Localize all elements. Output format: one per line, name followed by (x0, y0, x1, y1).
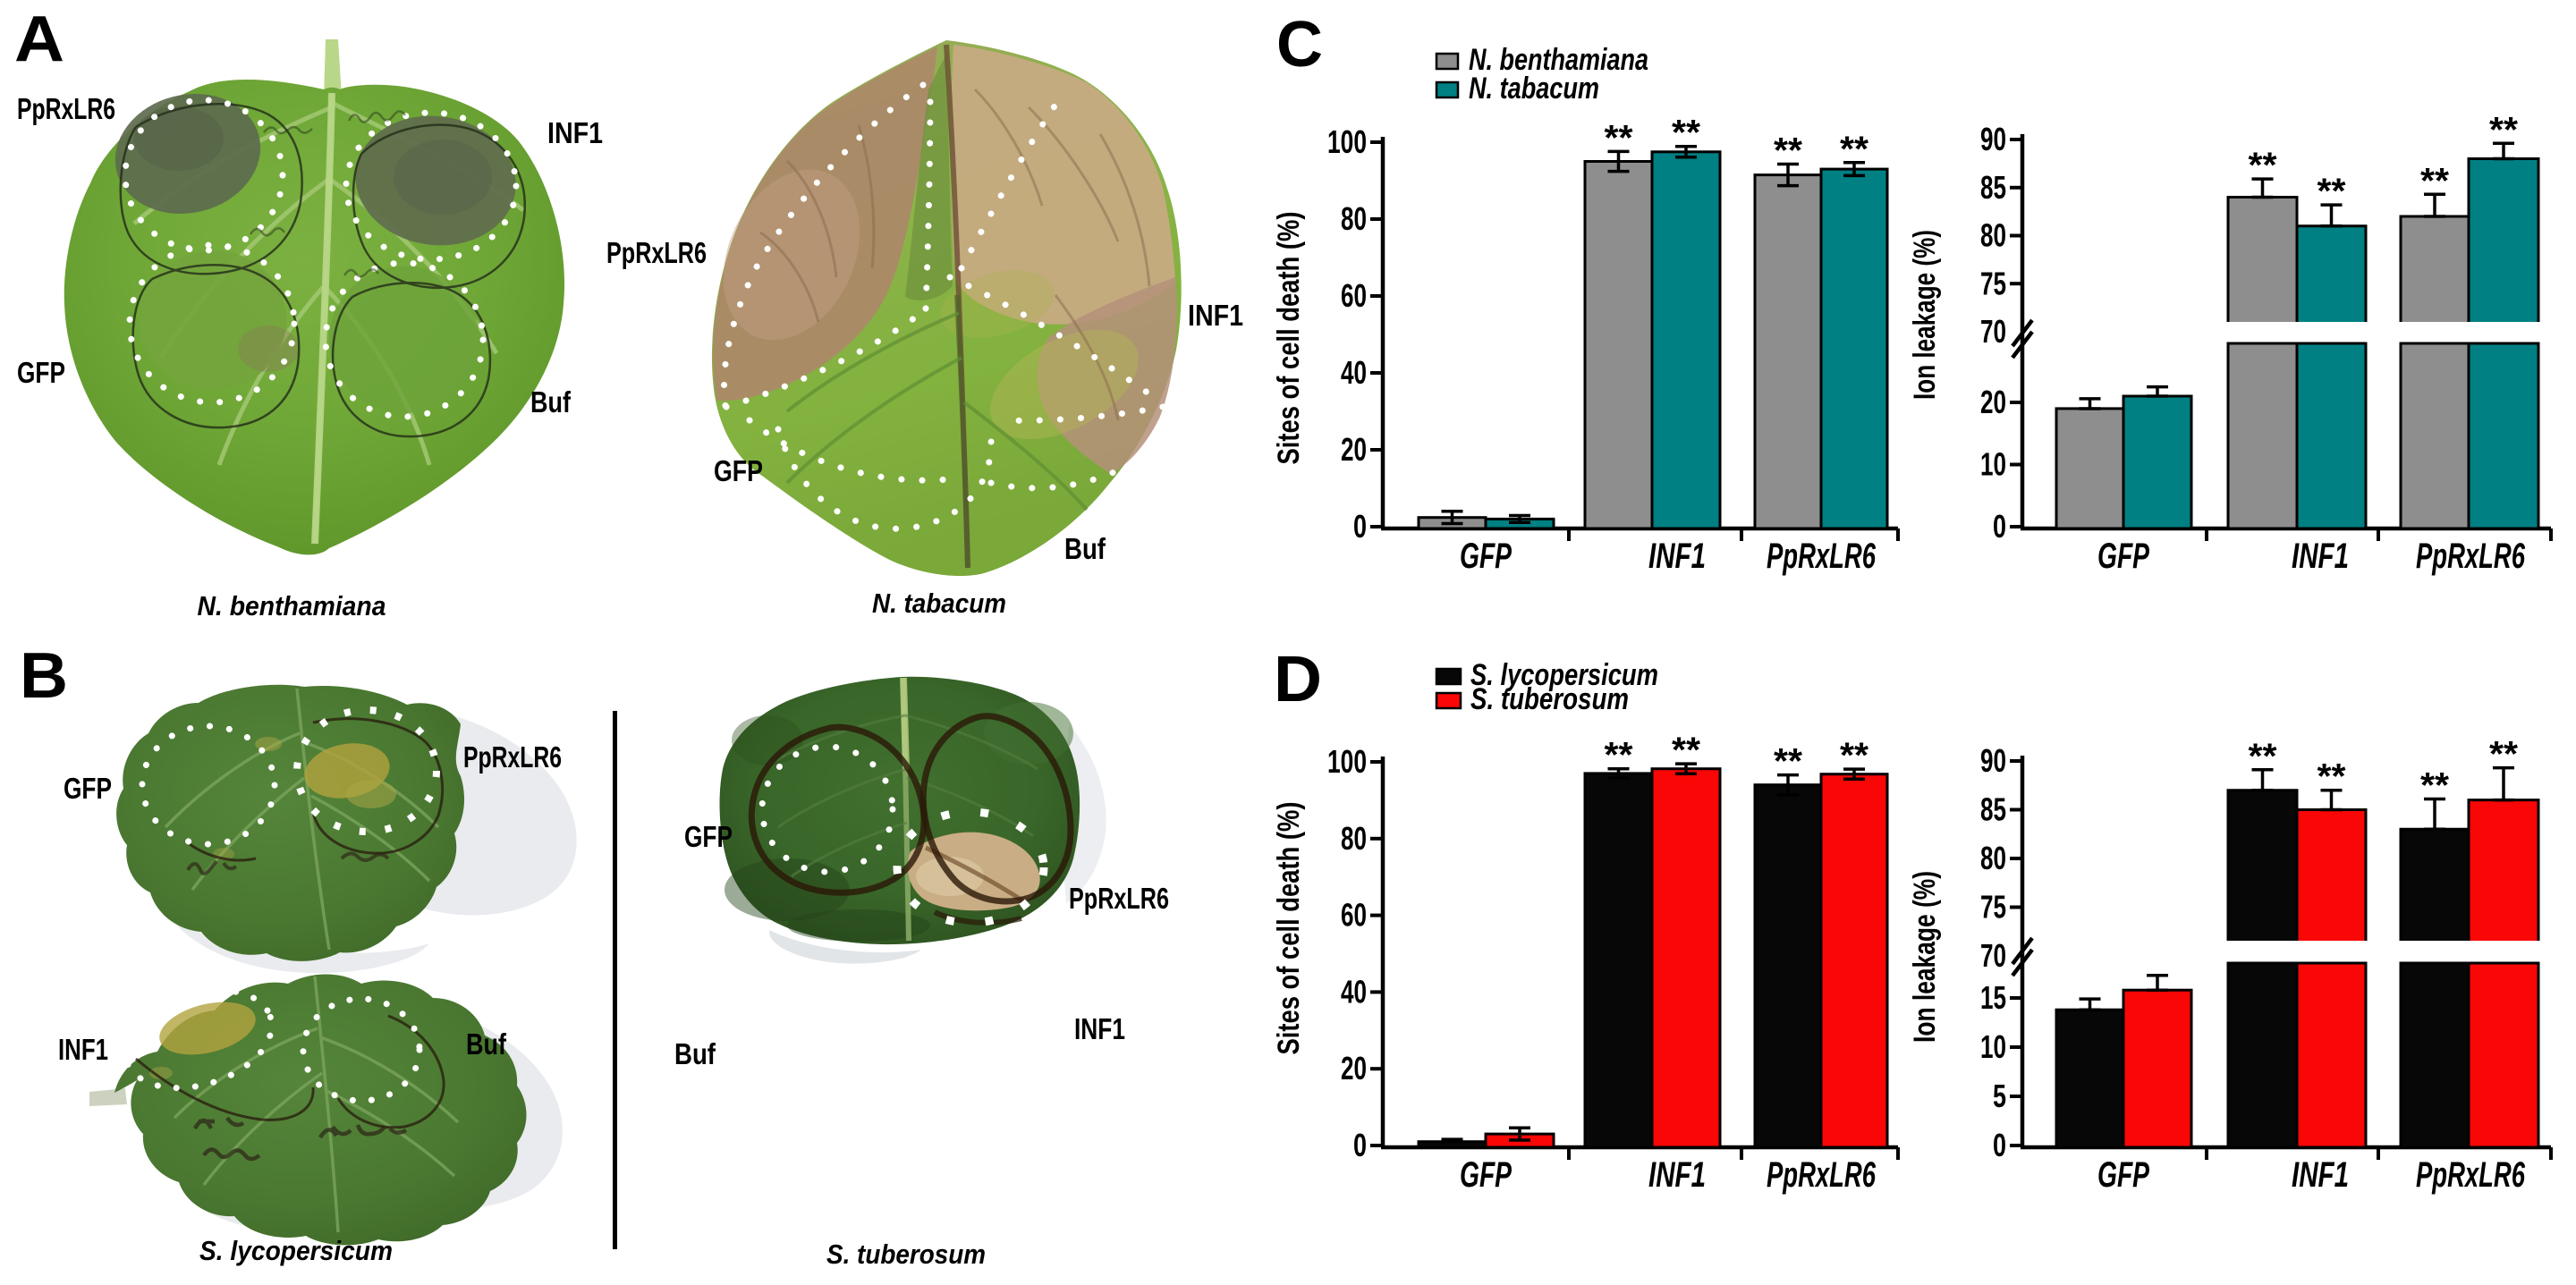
svg-text:**: ** (1840, 736, 1868, 775)
svg-text:INF1: INF1 (2292, 537, 2349, 576)
svg-text:S. tuberosum: S. tuberosum (826, 1239, 986, 1270)
svg-text:**: ** (2249, 737, 2277, 776)
svg-text:**: ** (1774, 742, 1802, 782)
svg-text:90: 90 (1980, 121, 2006, 157)
svg-text:INF1: INF1 (1074, 1012, 1125, 1045)
svg-text:20: 20 (1341, 431, 1367, 468)
svg-text:**: ** (2420, 161, 2449, 200)
svg-text:0: 0 (1993, 508, 2006, 545)
svg-text:0: 0 (1993, 1127, 2006, 1163)
svg-text:B: B (20, 640, 68, 712)
svg-text:80: 80 (1341, 200, 1367, 237)
svg-text:Ion leakage (%): Ion leakage (%) (1908, 230, 1942, 400)
svg-text:Buf: Buf (1064, 532, 1106, 565)
svg-text:INF1: INF1 (1188, 299, 1243, 332)
svg-text:N. benthamiana: N. benthamiana (198, 590, 386, 621)
svg-text:N. benthamiana: N. benthamiana (1469, 43, 1648, 77)
svg-text:GFP: GFP (714, 454, 763, 487)
svg-text:A: A (14, 4, 64, 75)
svg-text:**: ** (1840, 130, 1868, 169)
svg-text:GFP: GFP (64, 772, 112, 805)
svg-text:90: 90 (1980, 742, 2006, 779)
svg-text:Buf: Buf (530, 385, 572, 418)
svg-text:0: 0 (1353, 1127, 1367, 1163)
svg-text:70: 70 (1980, 937, 2006, 974)
svg-text:15: 15 (1980, 979, 2006, 1016)
svg-text:INF1: INF1 (58, 1033, 108, 1066)
svg-text:S. lycopersicum: S. lycopersicum (199, 1235, 393, 1266)
svg-text:Buf: Buf (466, 1027, 507, 1061)
svg-text:PpRxLR6: PpRxLR6 (1767, 1155, 1877, 1195)
svg-text:C: C (1276, 9, 1323, 80)
svg-text:**: ** (1672, 731, 1700, 770)
svg-text:GFP: GFP (2097, 1155, 2149, 1195)
svg-text:**: ** (2420, 766, 2449, 806)
svg-text:80: 80 (1341, 820, 1367, 857)
svg-text:**: ** (1605, 736, 1633, 775)
svg-text:0: 0 (1353, 508, 1367, 545)
svg-text:INF1: INF1 (1648, 1155, 1706, 1195)
svg-text:Ion leakage (%): Ion leakage (%) (1908, 871, 1942, 1043)
svg-text:INF1: INF1 (547, 116, 603, 149)
svg-text:GFP: GFP (684, 820, 733, 853)
svg-text:PpRxLR6: PpRxLR6 (2416, 537, 2526, 576)
svg-text:INF1: INF1 (1648, 537, 1706, 576)
svg-text:N. tabacum: N. tabacum (872, 588, 1006, 619)
svg-text:**: ** (2489, 735, 2518, 774)
svg-text:20: 20 (1980, 384, 2006, 420)
svg-text:Sites of cell death (%): Sites of cell death (%) (1272, 212, 1306, 465)
svg-text:85: 85 (1980, 169, 2006, 206)
svg-text:75: 75 (1980, 889, 2006, 926)
svg-text:PpRxLR6: PpRxLR6 (463, 740, 562, 774)
svg-text:100: 100 (1327, 123, 1367, 160)
svg-text:D: D (1274, 644, 1322, 715)
svg-text:**: ** (2249, 146, 2277, 185)
svg-text:60: 60 (1341, 897, 1367, 934)
svg-text:GFP: GFP (2097, 537, 2149, 576)
svg-text:70: 70 (1980, 313, 2006, 350)
svg-text:GFP: GFP (1460, 1155, 1512, 1195)
svg-text:**: ** (2318, 757, 2346, 797)
svg-text:INF1: INF1 (2292, 1155, 2349, 1195)
svg-text:85: 85 (1980, 791, 2006, 828)
svg-text:GFP: GFP (1460, 537, 1512, 576)
svg-text:75: 75 (1980, 265, 2006, 301)
svg-text:80: 80 (1980, 217, 2006, 254)
svg-text:80: 80 (1980, 840, 2006, 876)
svg-text:**: ** (2489, 110, 2518, 149)
svg-text:10: 10 (1980, 1028, 2006, 1065)
svg-text:S. tuberosum: S. tuberosum (1470, 682, 1629, 716)
svg-text:**: ** (1672, 114, 1700, 153)
svg-text:PpRxLR6: PpRxLR6 (2416, 1155, 2526, 1195)
svg-text:40: 40 (1341, 973, 1367, 1010)
svg-text:PpRxLR6: PpRxLR6 (1767, 537, 1877, 576)
svg-text:100: 100 (1327, 743, 1367, 780)
svg-text:10: 10 (1980, 446, 2006, 483)
svg-text:**: ** (1774, 131, 1802, 171)
svg-text:PpRxLR6: PpRxLR6 (606, 236, 707, 269)
svg-text:40: 40 (1341, 354, 1367, 391)
svg-text:GFP: GFP (17, 356, 65, 389)
svg-text:**: ** (1605, 118, 1633, 157)
svg-text:Sites of cell death (%): Sites of cell death (%) (1272, 802, 1306, 1055)
svg-text:N. tabacum: N. tabacum (1469, 72, 1599, 106)
svg-text:PpRxLR6: PpRxLR6 (1069, 882, 1169, 915)
svg-text:PpRxLR6: PpRxLR6 (17, 92, 115, 125)
svg-text:Buf: Buf (674, 1037, 716, 1070)
svg-text:20: 20 (1341, 1050, 1367, 1086)
svg-text:5: 5 (1993, 1078, 2006, 1114)
svg-text:**: ** (2318, 172, 2346, 211)
svg-text:S. lycopersicum: S. lycopersicum (1470, 658, 1658, 692)
svg-text:60: 60 (1341, 277, 1367, 314)
